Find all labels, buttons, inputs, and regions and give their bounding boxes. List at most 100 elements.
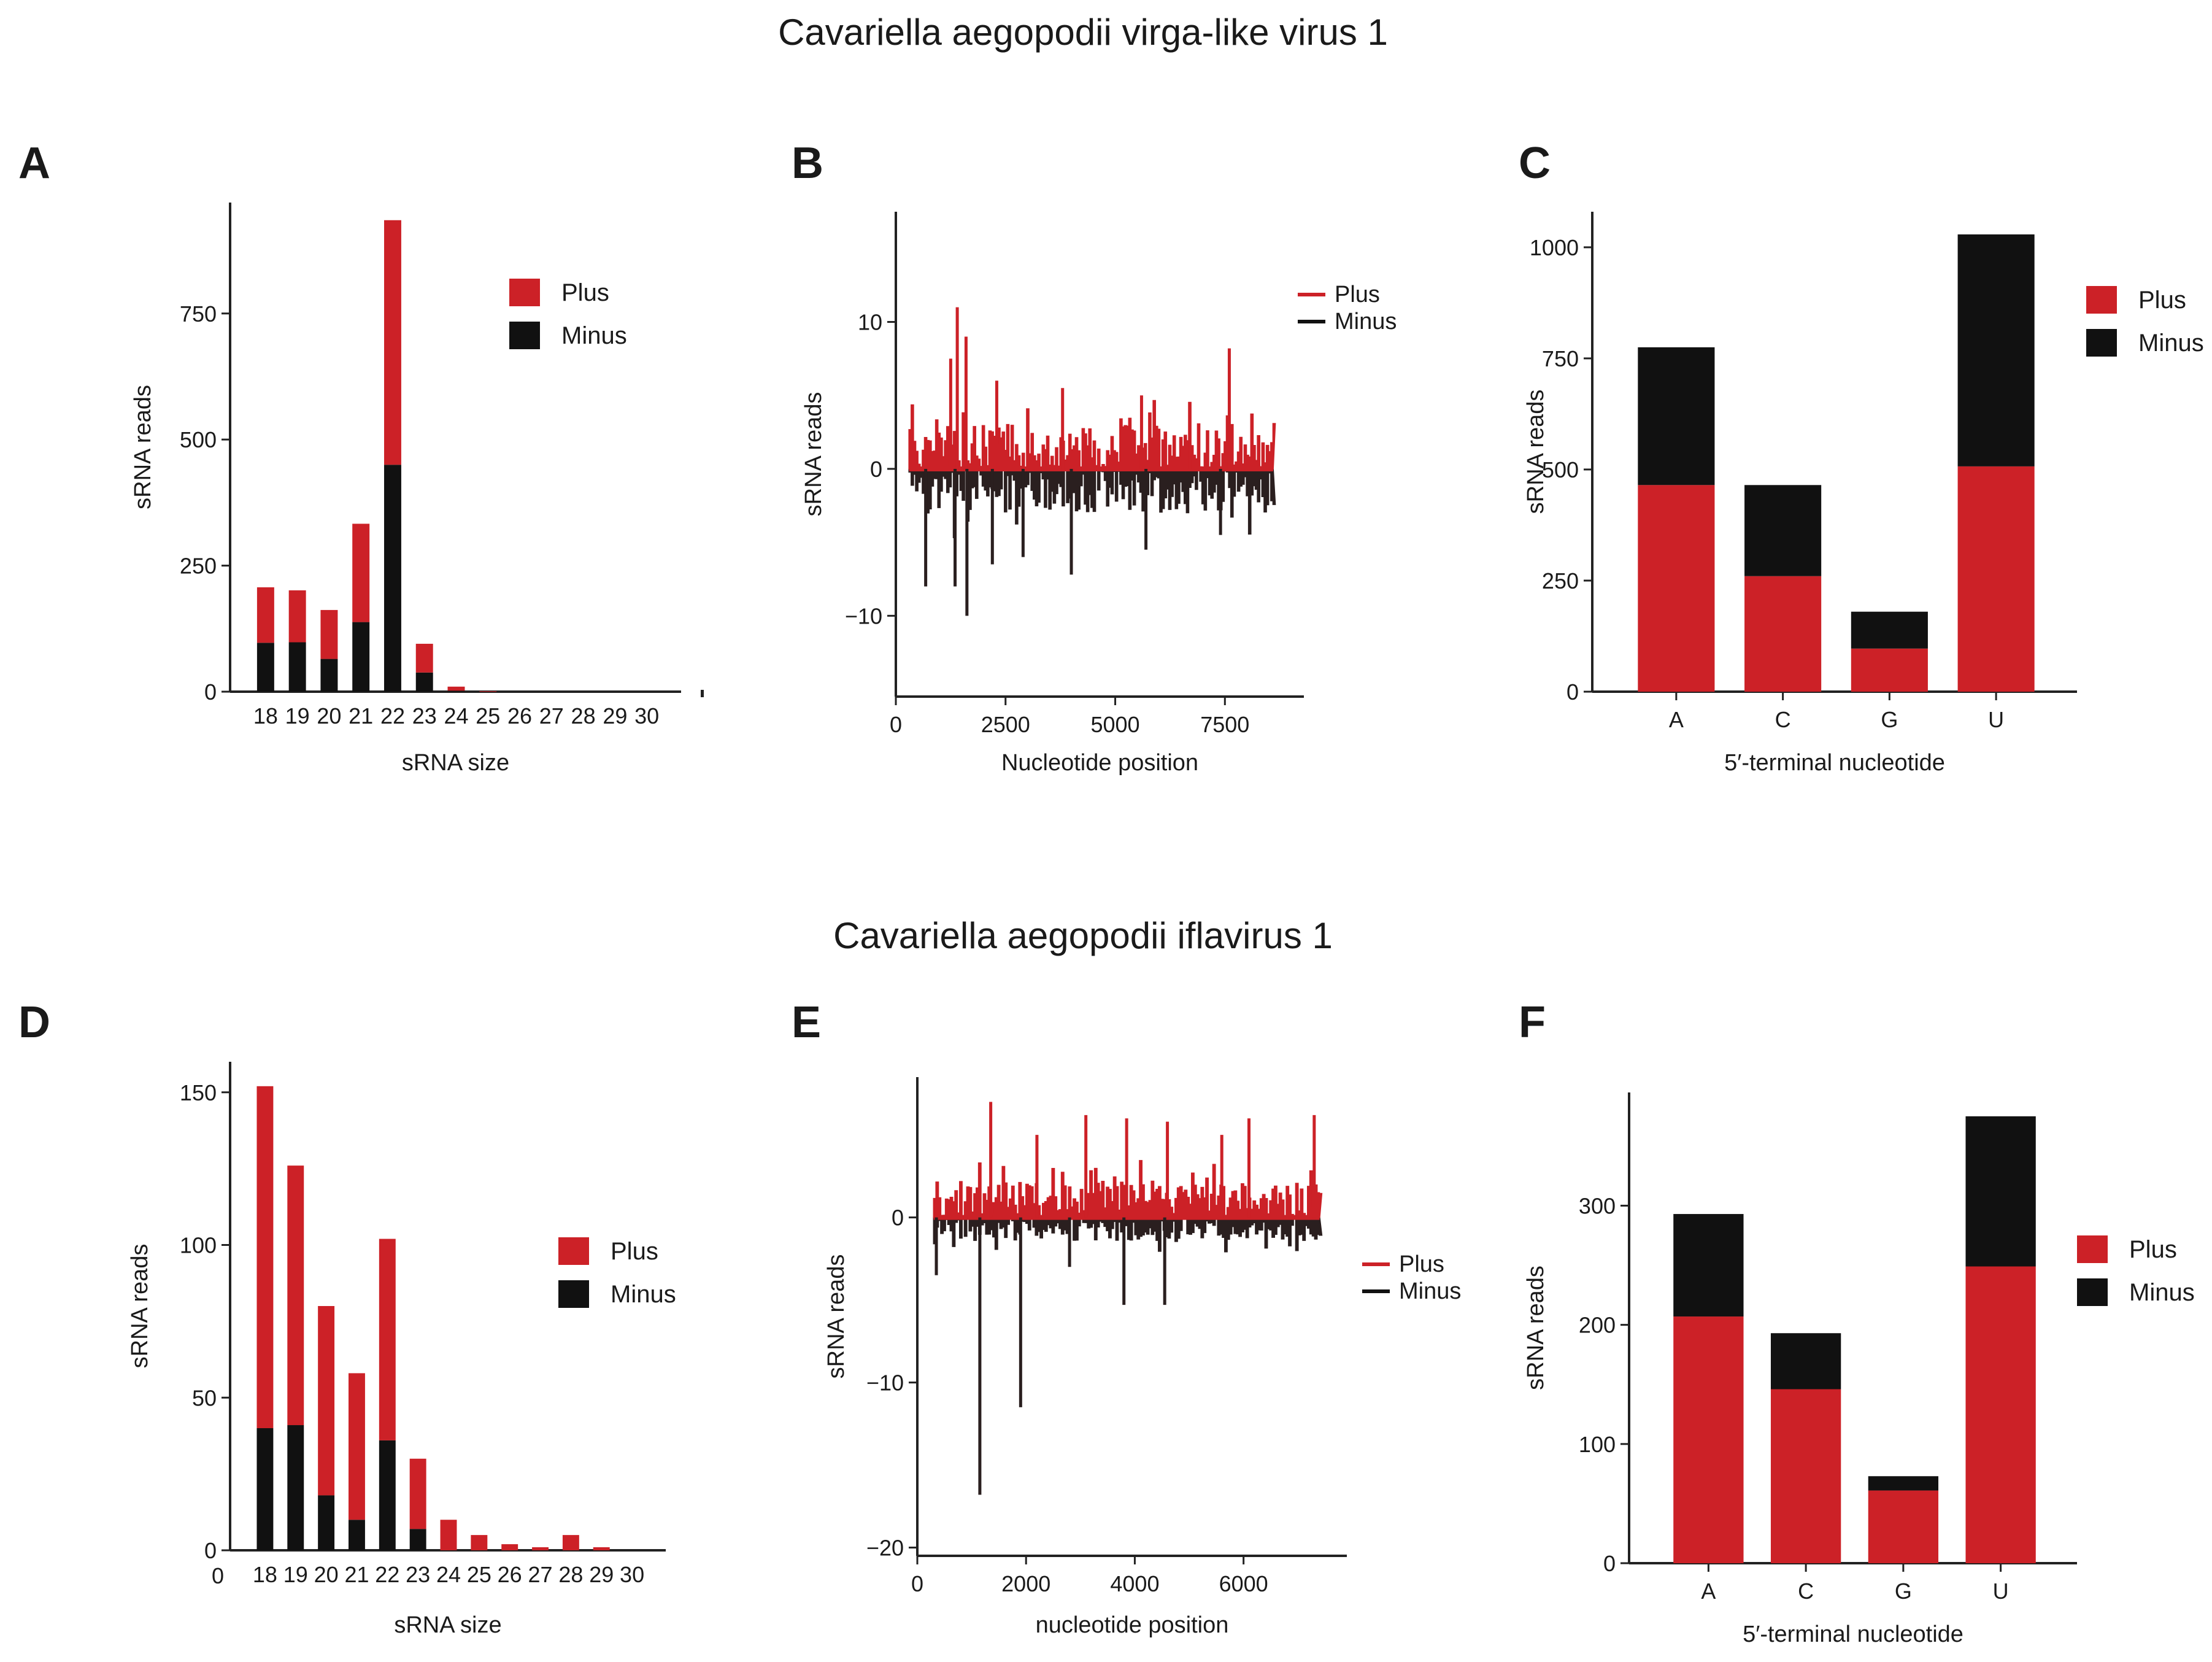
bar-plus-23	[409, 1458, 426, 1529]
bar-minus-A	[1638, 347, 1715, 485]
legend-swatch-minus	[2086, 329, 2117, 357]
x-axis-title: 5′-terminal nucleotide	[1743, 1621, 1963, 1647]
bar-plus-21	[352, 524, 370, 622]
y-tick-label: 300	[1579, 1193, 1616, 1218]
x-axis-title: sRNA size	[402, 750, 509, 776]
y-tick-label: 1000	[1530, 235, 1579, 260]
legend-label-plus: Plus	[2138, 287, 2186, 314]
x-tick-label: 25	[467, 1562, 491, 1587]
legend-label-plus: Plus	[561, 279, 609, 306]
y-tick-label: −20	[866, 1536, 904, 1561]
bar-minus-18	[256, 643, 274, 692]
bar-plus-22	[383, 220, 401, 465]
legend-label-minus: Minus	[1399, 1278, 1461, 1304]
bar-minus-24	[447, 690, 465, 692]
x-tick-label: C	[1798, 1579, 1814, 1604]
bar-plus-24	[440, 1520, 457, 1550]
panel-label-a: A	[18, 139, 50, 188]
bar-plus-20	[320, 609, 338, 659]
x-tick-label: 22	[375, 1562, 399, 1587]
y-tick-label: 750	[180, 301, 217, 327]
panel-label-d: D	[18, 998, 50, 1047]
x-tick-label: 22	[380, 703, 405, 729]
legend-label-minus: Minus	[2138, 330, 2204, 357]
bar-plus-U	[1965, 1266, 2036, 1563]
x-tick-label: G	[1881, 707, 1898, 732]
x-tick-label: 21	[344, 1562, 369, 1587]
x-tick-label: 19	[285, 703, 310, 729]
x-tick-label: 23	[412, 703, 437, 729]
x-tick-label: 2500	[981, 712, 1030, 737]
bar-plus-27	[532, 1547, 549, 1550]
y-tick-label: −10	[866, 1370, 904, 1396]
bar-plus-24	[447, 686, 465, 691]
x-tick-label: 28	[558, 1562, 583, 1587]
x-tick-label: 18	[253, 703, 278, 729]
minus-strand-coverage	[908, 468, 1276, 538]
x-tick-label: 28	[571, 703, 596, 729]
x-tick-label: 0	[890, 712, 902, 737]
x-tick-label: U	[1993, 1579, 2009, 1604]
panel-label-f: F	[1519, 998, 1546, 1047]
panel-label-e: E	[792, 998, 821, 1047]
bar-plus-23	[415, 643, 433, 673]
x-tick-label: 4000	[1110, 1571, 1159, 1596]
coverage-profile	[908, 307, 1276, 616]
bar-minus-A	[1673, 1214, 1744, 1317]
x-tick-label: 25	[476, 703, 500, 729]
y-tick-label: −10	[845, 603, 882, 628]
x-tick-label: 24	[436, 1562, 461, 1587]
minus-strand-coverage	[933, 1216, 1323, 1253]
y-tick-label: 500	[1542, 457, 1579, 482]
x-tick-label: 21	[349, 703, 373, 729]
x-tick-label: 26	[507, 703, 532, 729]
x-tick-label: 30	[634, 703, 659, 729]
bar-minus-19	[287, 1425, 304, 1550]
legend-swatch-plus	[509, 279, 540, 306]
x-tick-label: 24	[444, 703, 468, 729]
bar-minus-21	[349, 1520, 365, 1550]
bar-plus-18	[256, 1086, 274, 1428]
bar-plus-20	[318, 1306, 335, 1496]
x-tick-label: 27	[539, 703, 564, 729]
legend: Plus Minus	[2086, 286, 2204, 357]
bar-plus-19	[288, 590, 306, 643]
x-tick-label: 7500	[1200, 712, 1249, 737]
x-tick-label: 23	[406, 1562, 430, 1587]
bar-minus-20	[320, 659, 338, 692]
x-tick-label: 20	[314, 1562, 339, 1587]
y-tick-label: 100	[180, 1233, 217, 1258]
y-axis-title: sRNA reads	[801, 392, 827, 517]
x-tick-label: U	[1988, 707, 2004, 732]
bar-minus-23	[415, 672, 433, 692]
bar-minus-22	[379, 1440, 396, 1550]
bar-plus-G	[1868, 1490, 1939, 1563]
axis-end-mark	[701, 690, 704, 697]
y-tick-label: 0	[870, 457, 882, 482]
x-tick-label: 30	[620, 1562, 644, 1587]
bar-minus-21	[352, 622, 370, 692]
legend-label-minus: Minus	[611, 1281, 676, 1308]
legend-label-plus: Plus	[2129, 1236, 2177, 1263]
y-tick-label: 50	[192, 1385, 217, 1410]
bar-plus-C	[1744, 576, 1822, 692]
panel-label-c: C	[1519, 139, 1551, 188]
x-axis-title: nucleotide position	[1036, 1612, 1229, 1638]
x-tick-label: A	[1701, 1579, 1716, 1604]
y-axis-title: sRNA reads	[1523, 1266, 1549, 1390]
y-tick-label: 750	[1542, 346, 1579, 371]
bar-minus-U	[1957, 234, 2035, 466]
coverage-profile	[933, 1102, 1323, 1495]
y-tick-label: 0	[892, 1205, 904, 1231]
bar-plus-A	[1673, 1316, 1744, 1563]
bar-plus-19	[287, 1165, 304, 1426]
legend-swatch-minus	[509, 322, 540, 349]
x-axis-title: 5′-terminal nucleotide	[1724, 750, 1945, 776]
legend-swatch-minus	[2077, 1278, 2108, 1306]
y-axis-title: sRNA reads	[127, 1244, 153, 1369]
bar-minus-C	[1744, 485, 1822, 576]
bar-plus-25	[471, 1535, 488, 1550]
